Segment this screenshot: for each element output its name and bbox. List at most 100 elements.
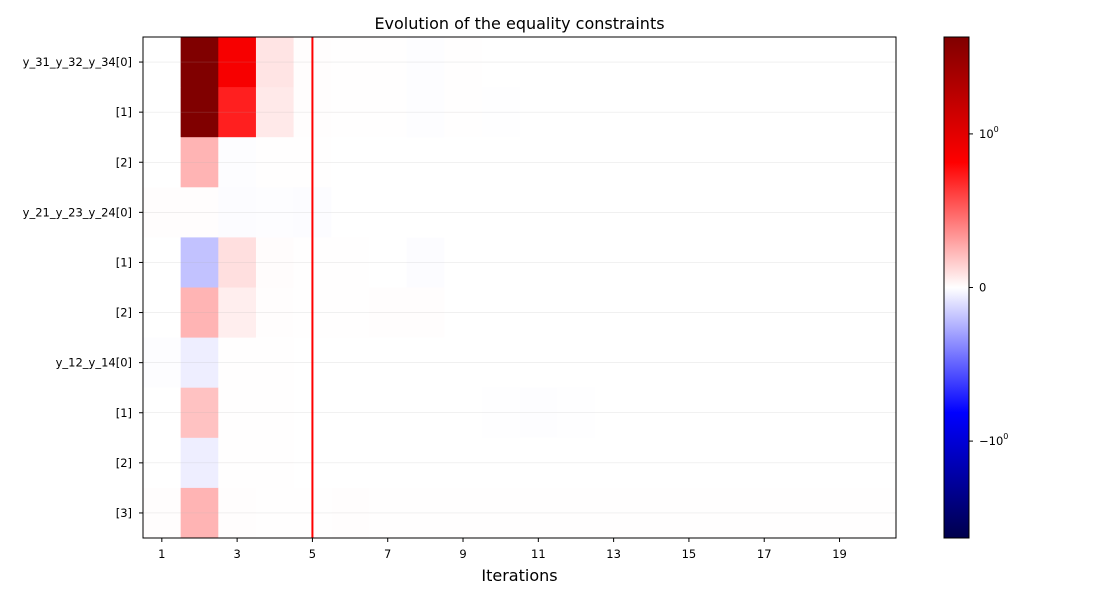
- heatmap-cell: [858, 387, 897, 439]
- heatmap-cell: [745, 187, 784, 238]
- heatmap-cell: [557, 237, 596, 288]
- heatmap-cell: [406, 187, 445, 238]
- heatmap-cell: [444, 387, 483, 439]
- heatmap-cell: [670, 337, 709, 389]
- colorbar-tick-label: 0: [979, 281, 986, 295]
- heatmap-cell: [143, 137, 182, 188]
- heatmap-cell: [557, 337, 596, 389]
- heatmap-cell: [783, 187, 822, 238]
- heatmap-cell: [820, 87, 859, 138]
- heatmap-cell: [143, 437, 182, 489]
- heatmap-cell: [858, 287, 897, 338]
- x-tick-label: 13: [606, 547, 621, 561]
- y-tick-label: [2]: [116, 456, 132, 470]
- colorbar: [943, 36, 970, 539]
- heatmap-cell: [218, 37, 257, 88]
- heatmap-cell: [820, 437, 859, 489]
- y-tick-label: [2]: [116, 306, 132, 320]
- heatmap-cell: [557, 137, 596, 188]
- colorbar-tick-label: 100: [979, 125, 999, 141]
- x-tick-label: 3: [233, 547, 240, 561]
- heatmap-cell: [745, 437, 784, 489]
- y-tick-label: y_21_y_23_y_24[0]: [23, 205, 132, 219]
- heatmap-cell: [670, 187, 709, 238]
- x-tick-label: 19: [832, 547, 847, 561]
- heatmap-cell: [519, 387, 558, 439]
- y-tick-label: [1]: [116, 406, 132, 420]
- heatmap-cell: [368, 487, 407, 539]
- heatmap-cell: [707, 87, 746, 138]
- x-tick-label: 15: [682, 547, 697, 561]
- heatmap-cell: [670, 237, 709, 288]
- heatmap-cell: [406, 337, 445, 389]
- y-tick-label: [2]: [116, 155, 132, 169]
- heatmap-cell: [406, 487, 445, 539]
- heatmap-cell: [406, 137, 445, 188]
- heatmap-cell: [481, 487, 520, 539]
- heatmap-cell: [255, 237, 294, 288]
- heatmap-cell: [519, 37, 558, 88]
- heatmap-cell: [820, 37, 859, 88]
- x-axis-label: Iterations: [481, 566, 557, 585]
- heatmap-cell: [180, 287, 219, 338]
- heatmap-cell: [406, 87, 445, 138]
- x-tick-label: 1: [158, 547, 165, 561]
- heatmap-cell: [670, 37, 709, 88]
- y-axis: y_31_y_32_y_34[0] [1] [2] y_21_y_23_y_24[0]…: [23, 55, 143, 520]
- heatmap-cell: [820, 337, 859, 389]
- heatmap-cell: [444, 287, 483, 338]
- heatmap-cell: [707, 437, 746, 489]
- heatmap-cell: [255, 137, 294, 188]
- heatmap-cell: [783, 437, 822, 489]
- heatmap-cell: [670, 87, 709, 138]
- heatmap-cell: [707, 237, 746, 288]
- heatmap-cell: [481, 287, 520, 338]
- heatmap-cell: [594, 337, 633, 389]
- heatmap-cell: [557, 287, 596, 338]
- heatmap-cell: [707, 37, 746, 88]
- heatmap-cell: [368, 137, 407, 188]
- heatmap-cell: [444, 437, 483, 489]
- heatmap-cell: [632, 237, 671, 288]
- heatmap-cell: [218, 287, 257, 338]
- heatmap-cell: [180, 487, 219, 539]
- heatmap-cell: [143, 187, 182, 238]
- heatmap-cell: [481, 437, 520, 489]
- chart-title: Evolution of the equality constraints: [374, 14, 664, 33]
- heatmap-cell: [707, 137, 746, 188]
- heatmap-cell: [519, 137, 558, 188]
- heatmap-cell: [255, 337, 294, 389]
- heatmap-cell: [594, 187, 633, 238]
- heatmap-cell: [180, 187, 219, 238]
- x-tick-label: 7: [384, 547, 391, 561]
- heatmap-cell: [745, 237, 784, 288]
- heatmap-cell: [331, 287, 370, 338]
- heatmap-cell: [707, 337, 746, 389]
- heatmap-cell: [783, 387, 822, 439]
- heatmap-cell: [143, 387, 182, 439]
- heatmap-cell: [707, 387, 746, 439]
- heatmap-cell: [406, 287, 445, 338]
- heatmap-cell: [745, 287, 784, 338]
- heatmap-cell: [858, 337, 897, 389]
- heatmap-cell: [783, 37, 822, 88]
- x-axis: 1 3 5 7 9 11 13 15 17 19: [158, 538, 847, 561]
- heatmap-cell: [180, 137, 219, 188]
- heatmap-cell: [406, 37, 445, 88]
- heatmap-cell: [632, 87, 671, 138]
- heatmap-cell: [218, 487, 257, 539]
- heatmap-cell: [444, 37, 483, 88]
- x-tick-label: 17: [757, 547, 772, 561]
- heatmap-cell: [143, 337, 182, 389]
- x-tick-label: 11: [531, 547, 546, 561]
- heatmap-cell: [632, 387, 671, 439]
- heatmap-cell: [594, 487, 633, 539]
- heatmap-cell: [557, 37, 596, 88]
- heatmap-cell: [143, 237, 182, 288]
- heatmap-cell: [745, 87, 784, 138]
- heatmap-cell: [858, 437, 897, 489]
- heatmap-cell: [858, 37, 897, 88]
- heatmap-cell: [557, 487, 596, 539]
- heatmap-cell: [594, 37, 633, 88]
